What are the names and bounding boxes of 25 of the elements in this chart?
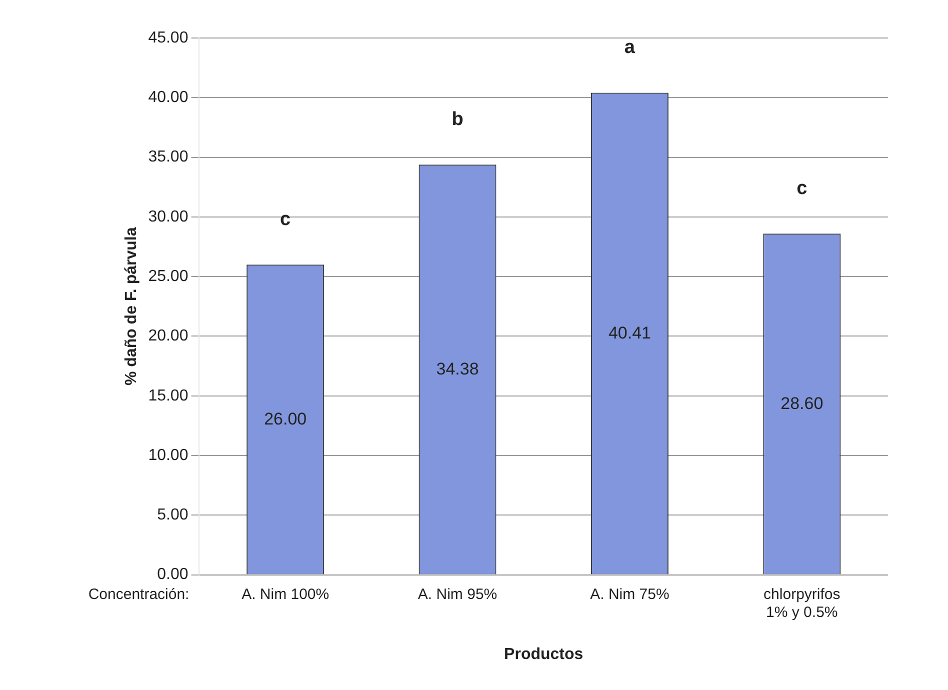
y-tick-label: 0.00 bbox=[157, 566, 188, 584]
data-label: 40.41 bbox=[608, 323, 651, 342]
x-tick-label: A. Nim 100% bbox=[242, 586, 330, 603]
x-tick-label: A. Nim 75% bbox=[590, 586, 670, 603]
y-tick-label: 20.00 bbox=[148, 328, 188, 345]
y-tick-label: 15.00 bbox=[148, 387, 188, 404]
y-tick-label: 5.00 bbox=[157, 506, 188, 524]
data-label: 34.38 bbox=[436, 359, 479, 378]
annotation: a bbox=[624, 36, 636, 58]
annotation: c bbox=[280, 208, 292, 230]
x-tick-label: A. Nim 95% bbox=[418, 586, 498, 603]
data-label: 28.60 bbox=[780, 394, 824, 413]
text: Concentración: bbox=[88, 586, 190, 603]
y-tick-label: 10.00 bbox=[148, 446, 188, 464]
annotation: c bbox=[796, 178, 808, 199]
y-axis-title: % daño de F. párvula bbox=[123, 227, 140, 386]
x-tick-label: chlorpyrifos 1% y 0.5% bbox=[764, 586, 840, 621]
data-label: 26.00 bbox=[264, 409, 307, 428]
y-tick-label: 35.00 bbox=[148, 148, 188, 166]
y-tick-label: 25.00 bbox=[148, 268, 188, 285]
x-axis-title: Productos bbox=[504, 646, 584, 663]
y-tick-label: 30.00 bbox=[148, 208, 188, 226]
annotation: b bbox=[452, 108, 464, 130]
y-tick-label: 45.00 bbox=[148, 29, 188, 46]
y-tick-label: 40.00 bbox=[148, 89, 188, 106]
